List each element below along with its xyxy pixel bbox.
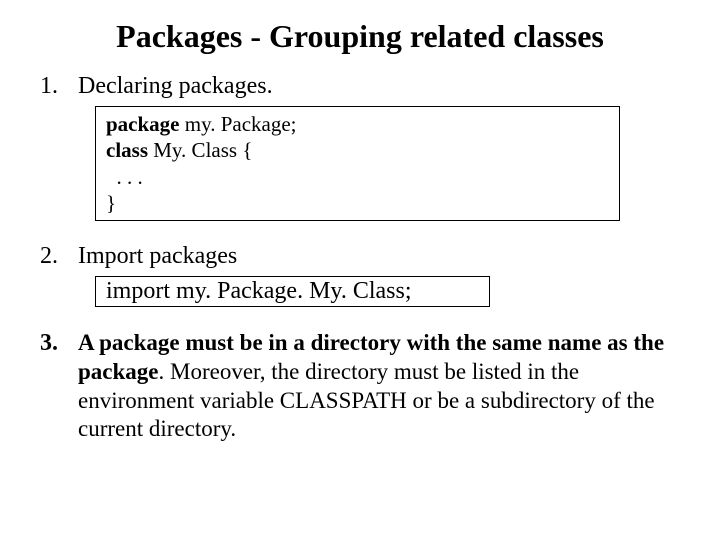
keyword: class — [106, 138, 148, 162]
code-line: . . . — [106, 164, 609, 190]
list-item-1: 1. Declaring packages. — [40, 73, 680, 100]
body-text: . Moreover, the directory must be listed… — [78, 359, 655, 442]
code-line: class My. Class { — [106, 137, 609, 163]
code-text: My. Class { — [148, 138, 252, 162]
code-block-1: package my. Package; class My. Class { .… — [95, 106, 620, 221]
code-text: my. Package; — [180, 112, 297, 136]
code-line: package my. Package; — [106, 111, 609, 137]
item-number: 1. — [40, 73, 78, 100]
code-line: } — [106, 190, 609, 216]
slide-container: Packages - Grouping related classes 1. D… — [0, 0, 720, 470]
slide-title: Packages - Grouping related classes — [40, 18, 680, 55]
item-number: 3. — [40, 330, 78, 357]
list-item-3: 3. A package must be in a directory with… — [40, 329, 680, 444]
code-block-2: import my. Package. My. Class; — [95, 276, 490, 307]
item-text: Declaring packages. — [78, 73, 680, 100]
code-text: import my. Package. My. Class; — [106, 278, 412, 304]
item-text: Import packages — [78, 243, 680, 270]
keyword: package — [106, 112, 180, 136]
item-paragraph: A package must be in a directory with th… — [78, 329, 680, 444]
item-number: 2. — [40, 243, 78, 270]
list-item-2: 2. Import packages — [40, 243, 680, 270]
